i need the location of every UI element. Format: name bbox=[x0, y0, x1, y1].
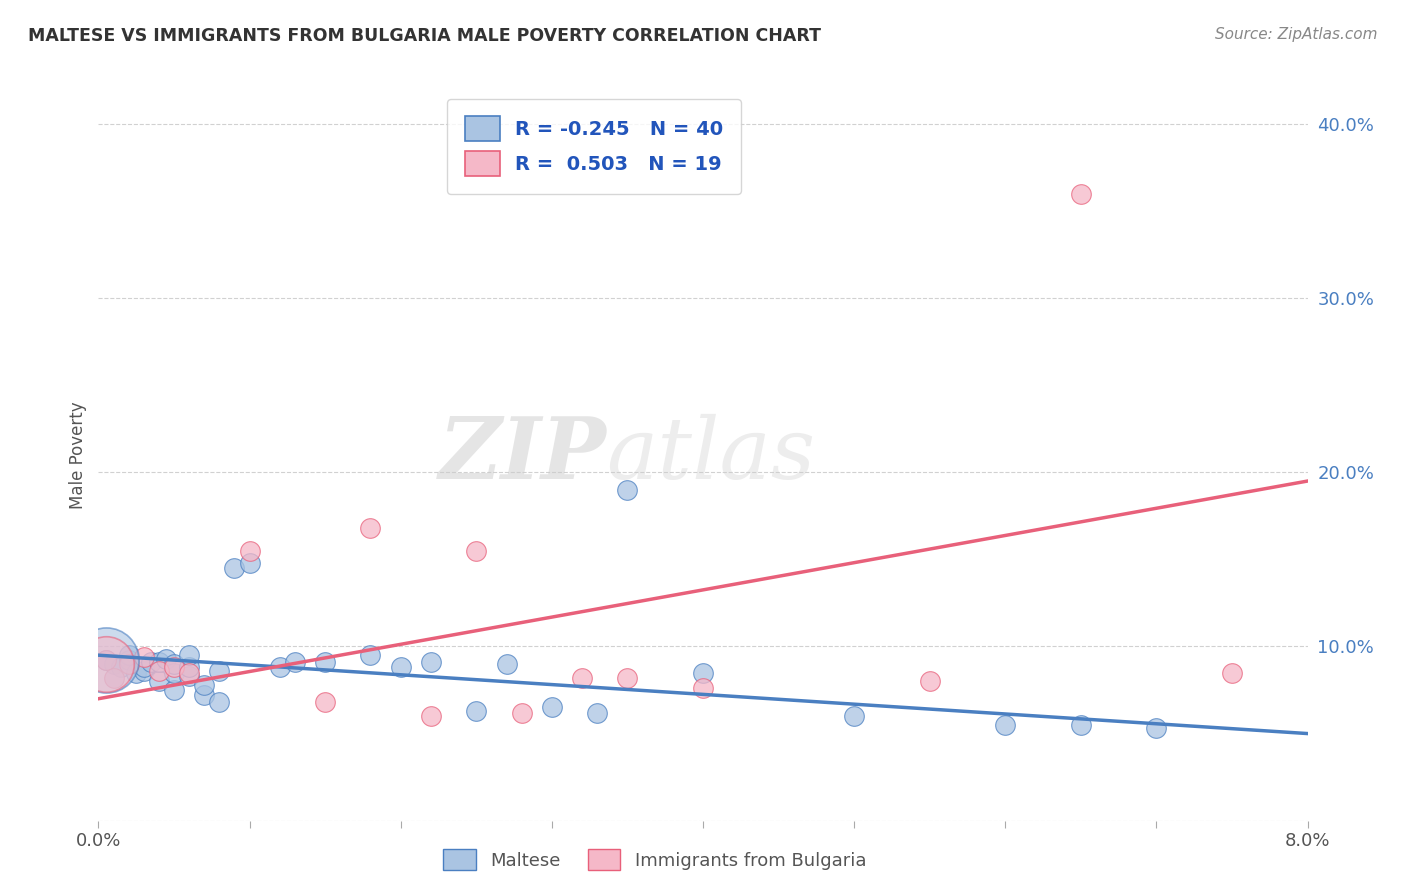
Point bbox=[163, 660, 186, 674]
Point bbox=[1144, 722, 1167, 736]
Point bbox=[359, 521, 381, 535]
Point bbox=[359, 648, 381, 663]
Point bbox=[616, 483, 638, 497]
Point bbox=[94, 653, 117, 667]
Point bbox=[284, 655, 307, 669]
Point bbox=[314, 695, 336, 709]
Point bbox=[844, 709, 866, 723]
Point bbox=[193, 678, 215, 692]
Point bbox=[179, 648, 201, 663]
Text: atlas: atlas bbox=[606, 414, 815, 496]
Legend: Maltese, Immigrants from Bulgaria: Maltese, Immigrants from Bulgaria bbox=[436, 842, 873, 878]
Point bbox=[148, 664, 170, 678]
Point bbox=[132, 664, 155, 678]
Point bbox=[314, 655, 336, 669]
Point bbox=[155, 651, 177, 665]
Point bbox=[103, 671, 125, 685]
Point bbox=[148, 674, 170, 689]
Point bbox=[118, 648, 141, 663]
Point bbox=[94, 657, 117, 671]
Point bbox=[389, 660, 412, 674]
Point bbox=[132, 660, 155, 674]
Point bbox=[540, 700, 562, 714]
Point bbox=[465, 543, 488, 558]
Point bbox=[208, 664, 231, 678]
Text: ZIP: ZIP bbox=[439, 413, 606, 497]
Point bbox=[118, 657, 141, 671]
Point bbox=[586, 706, 609, 720]
Point bbox=[918, 674, 941, 689]
Point bbox=[163, 665, 186, 680]
Point bbox=[994, 718, 1017, 732]
Point bbox=[419, 709, 441, 723]
Point bbox=[692, 665, 714, 680]
Text: MALTESE VS IMMIGRANTS FROM BULGARIA MALE POVERTY CORRELATION CHART: MALTESE VS IMMIGRANTS FROM BULGARIA MALE… bbox=[28, 27, 821, 45]
Point bbox=[148, 655, 170, 669]
Text: Source: ZipAtlas.com: Source: ZipAtlas.com bbox=[1215, 27, 1378, 42]
Y-axis label: Male Poverty: Male Poverty bbox=[69, 401, 87, 508]
Point bbox=[179, 660, 201, 674]
Point bbox=[616, 671, 638, 685]
Point bbox=[94, 653, 117, 667]
Point bbox=[495, 657, 517, 671]
Point bbox=[571, 671, 593, 685]
Point bbox=[163, 683, 186, 698]
Point bbox=[179, 669, 201, 683]
Point bbox=[163, 657, 186, 671]
Point bbox=[1220, 665, 1243, 680]
Point bbox=[239, 543, 262, 558]
Point bbox=[465, 704, 488, 718]
Point bbox=[110, 660, 132, 674]
Point bbox=[1070, 718, 1092, 732]
Point bbox=[141, 655, 163, 669]
Point bbox=[179, 665, 201, 680]
Point bbox=[118, 653, 141, 667]
Point bbox=[193, 688, 215, 702]
Point bbox=[224, 561, 246, 575]
Point bbox=[269, 660, 291, 674]
Point bbox=[94, 653, 117, 667]
Point bbox=[510, 706, 533, 720]
Point bbox=[239, 556, 262, 570]
Point bbox=[103, 657, 125, 671]
Point bbox=[208, 695, 231, 709]
Point bbox=[692, 681, 714, 696]
Point bbox=[125, 665, 148, 680]
Point bbox=[1070, 186, 1092, 201]
Point bbox=[419, 655, 441, 669]
Point bbox=[132, 649, 155, 664]
